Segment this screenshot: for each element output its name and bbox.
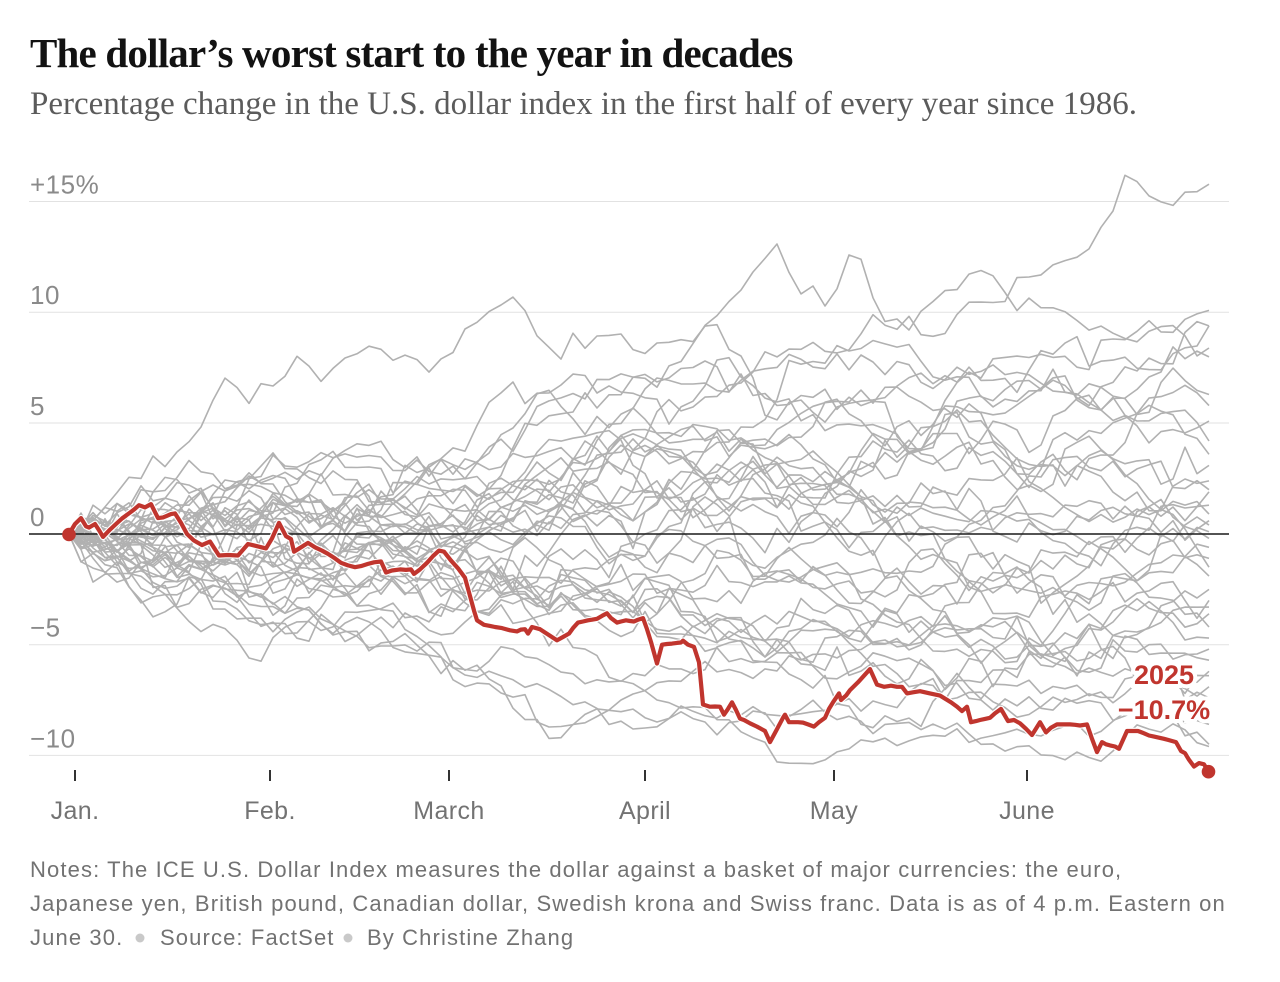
svg-text:June: June	[999, 797, 1055, 825]
svg-text:0: 0	[30, 502, 45, 532]
svg-text:10: 10	[30, 280, 60, 310]
svg-text:2025: 2025	[1134, 660, 1194, 690]
svg-text:Notes: The ICE U.S. Dollar Ind: Notes: The ICE U.S. Dollar Index measure…	[30, 857, 1122, 882]
svg-text:June 30.: June 30.	[30, 925, 123, 950]
svg-text:Japanese yen, British pound, C: Japanese yen, British pound, Canadian do…	[30, 891, 1226, 916]
svg-text:−10: −10	[30, 723, 76, 753]
svg-text:March: March	[413, 797, 484, 825]
svg-text:Source: FactSet: Source: FactSet	[160, 925, 335, 950]
svg-text:5: 5	[30, 391, 45, 421]
svg-text:Percentage change in the U.S.: Percentage change in the U.S. dollar ind…	[30, 86, 1137, 122]
svg-text:April: April	[619, 797, 671, 825]
svg-text:−10.7%: −10.7%	[1118, 695, 1210, 725]
svg-text:By Christine Zhang: By Christine Zhang	[367, 925, 574, 950]
svg-text:The dollar’s worst start to th: The dollar’s worst start to the year in …	[30, 30, 793, 76]
svg-text:+15%: +15%	[30, 170, 99, 200]
svg-text:Jan.: Jan.	[51, 797, 100, 825]
svg-text:−5: −5	[30, 613, 61, 643]
svg-text:Feb.: Feb.	[244, 797, 296, 825]
svg-text:May: May	[810, 797, 859, 825]
